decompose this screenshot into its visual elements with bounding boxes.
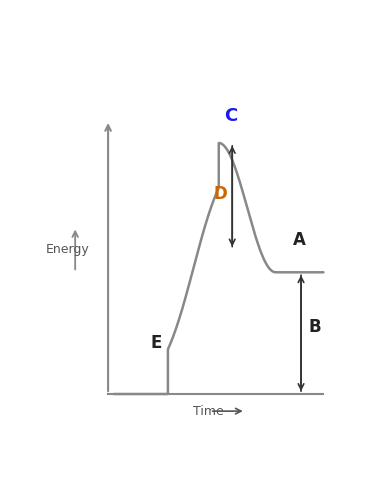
Text: B: B <box>308 319 321 336</box>
Text: E: E <box>150 333 162 352</box>
Text: Time: Time <box>193 405 224 417</box>
Text: C: C <box>224 107 237 125</box>
Text: A: A <box>293 231 306 249</box>
Text: Energy: Energy <box>46 243 90 256</box>
Text: D: D <box>213 185 227 204</box>
